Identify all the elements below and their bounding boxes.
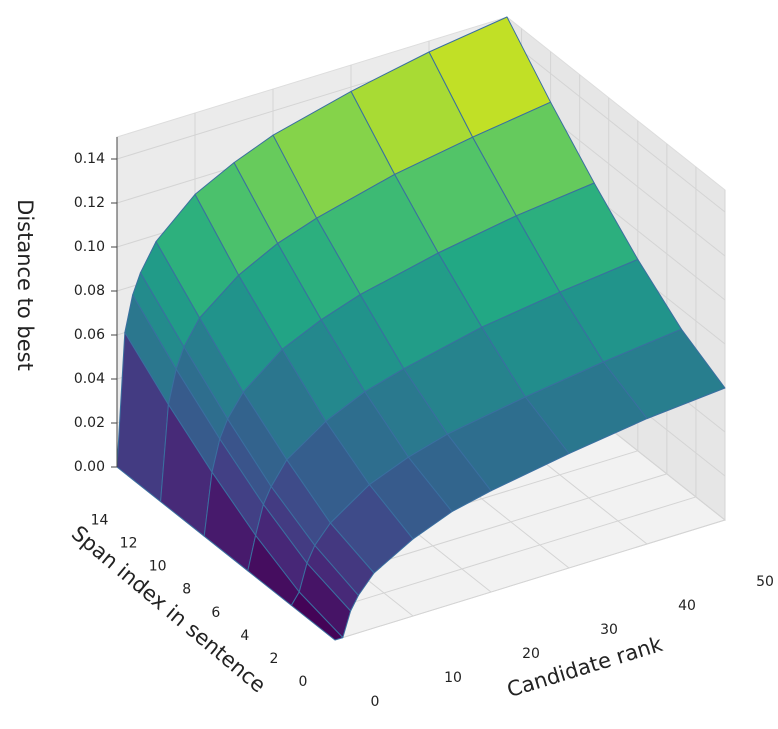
z-tick-label: 0.08 xyxy=(74,283,105,299)
x-tick-label: 30 xyxy=(600,622,618,638)
surface xyxy=(116,16,726,641)
z-tick-label: 0.00 xyxy=(74,459,105,475)
x-tick-label: 20 xyxy=(522,646,540,662)
x-axis-label: Candidate rank xyxy=(504,632,666,702)
y-tick-label: 8 xyxy=(182,582,191,598)
z-tick-label: 0.14 xyxy=(74,151,105,167)
y-tick-label: 0 xyxy=(299,674,308,690)
z-axis-label: Distance to best xyxy=(13,199,37,371)
grid-line xyxy=(305,496,697,618)
tick-labels: 0 10 20 30 40 50 0 2 4 6 8 10 12 14 0.00 0.02 0.04 0.06 0.… xyxy=(74,137,774,710)
x-tick-label: 0 xyxy=(371,694,380,710)
grid-line xyxy=(334,519,726,641)
x-tick-label: 10 xyxy=(444,670,462,686)
y-tick-label: 14 xyxy=(91,513,109,529)
z-tick-label: 0.06 xyxy=(74,327,105,343)
x-tick-label: 40 xyxy=(678,598,696,614)
z-tick-label: 0.02 xyxy=(74,415,105,431)
y-tick-label: 12 xyxy=(120,536,138,552)
x-tick-label: 50 xyxy=(756,574,774,590)
z-tick-label: 0.12 xyxy=(74,195,105,211)
y-tick-label: 10 xyxy=(149,559,167,575)
grid-line xyxy=(506,38,726,213)
y-tick-label: 2 xyxy=(269,651,278,667)
y-tick-label: 6 xyxy=(211,605,220,621)
surface-patch xyxy=(290,591,344,641)
z-tick-label: 0.10 xyxy=(74,239,105,255)
z-tick-label: 0.04 xyxy=(74,371,105,387)
y-tick-label: 4 xyxy=(240,628,249,644)
